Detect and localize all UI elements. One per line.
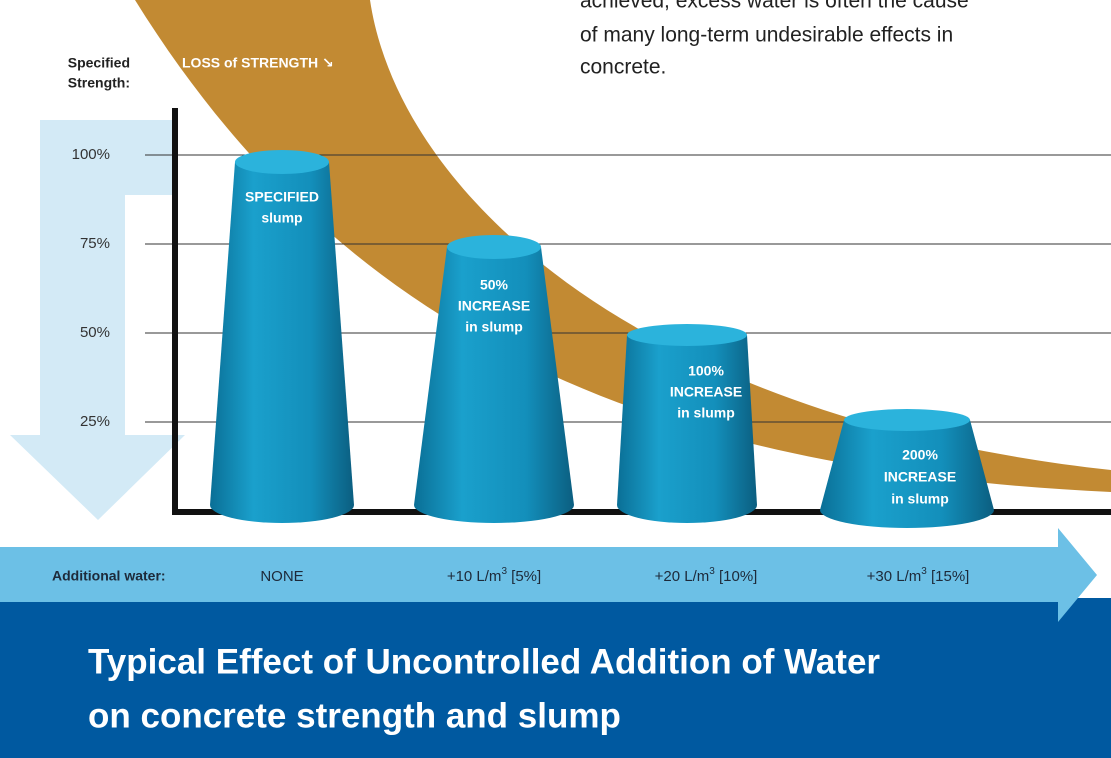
text-part: 3	[921, 566, 927, 577]
y-tick-label: 100%	[72, 146, 110, 163]
x-axis-label: Additional water:	[52, 568, 166, 584]
axes	[172, 108, 1111, 515]
intro-line: concrete.	[580, 56, 666, 79]
cone-label: SPECIFIED	[245, 189, 319, 205]
cone-label: in slump	[677, 405, 735, 421]
cone-label: in slump	[465, 319, 523, 335]
cone-body	[820, 420, 994, 528]
cone-label: INCREASE	[884, 469, 956, 485]
text-part: 3	[501, 566, 507, 577]
cone: 200% INCREASE in slump	[820, 409, 994, 528]
cone: 50% INCREASE in slump	[414, 235, 574, 523]
cone-body	[617, 335, 757, 523]
x-value: NONE	[260, 568, 303, 585]
cone-label: in slump	[891, 491, 949, 507]
y-tick-label: 50%	[80, 324, 110, 341]
cone-body	[210, 162, 354, 523]
text-part: [15%]	[927, 568, 970, 585]
y-axis-label: Specified	[68, 55, 130, 71]
text-part: NONE	[260, 568, 303, 585]
text-part: +30 L/m	[867, 568, 922, 585]
title-banner	[0, 598, 1111, 758]
y-tick-label: 75%	[80, 235, 110, 252]
title-line: Typical Effect of Uncontrolled Addition …	[88, 642, 880, 681]
y-axis-label: Strength:	[68, 75, 130, 91]
right-arrow	[0, 528, 1097, 622]
strength-curve	[135, 0, 1111, 492]
cone-label: slump	[261, 210, 302, 226]
text-part: +20 L/m	[655, 568, 710, 585]
x-value: +30 L/m3 [15%]	[867, 566, 970, 585]
cone-label: 50%	[480, 277, 509, 293]
cone-label: 100%	[688, 363, 724, 379]
curve-label: LOSS of STRENGTH ↘	[182, 55, 334, 71]
title-line: on concrete strength and slump	[88, 696, 621, 735]
cone-body	[414, 247, 574, 523]
down-arrow	[10, 120, 185, 520]
cone-top	[235, 150, 329, 174]
text-part: [5%]	[507, 568, 541, 585]
text-part: 3	[709, 566, 715, 577]
y-tick-label: 25%	[80, 413, 110, 430]
intro-line: achieved, excess water is often the caus…	[580, 0, 969, 13]
x-value: +20 L/m3 [10%]	[655, 566, 758, 585]
cone-top	[447, 235, 541, 259]
cone-top	[844, 409, 970, 431]
cone: 100% INCREASE in slump	[617, 324, 757, 523]
text-part: +10 L/m	[447, 568, 502, 585]
cone-top	[627, 324, 747, 346]
cone-label: INCREASE	[458, 298, 530, 314]
text-part: [10%]	[715, 568, 758, 585]
intro-line: of many long-term undesirable effects in	[580, 24, 953, 47]
cone-label: 200%	[902, 447, 938, 463]
cone-label: INCREASE	[670, 384, 742, 400]
x-value: +10 L/m3 [5%]	[447, 566, 541, 585]
cone: SPECIFIED slump	[210, 150, 354, 523]
